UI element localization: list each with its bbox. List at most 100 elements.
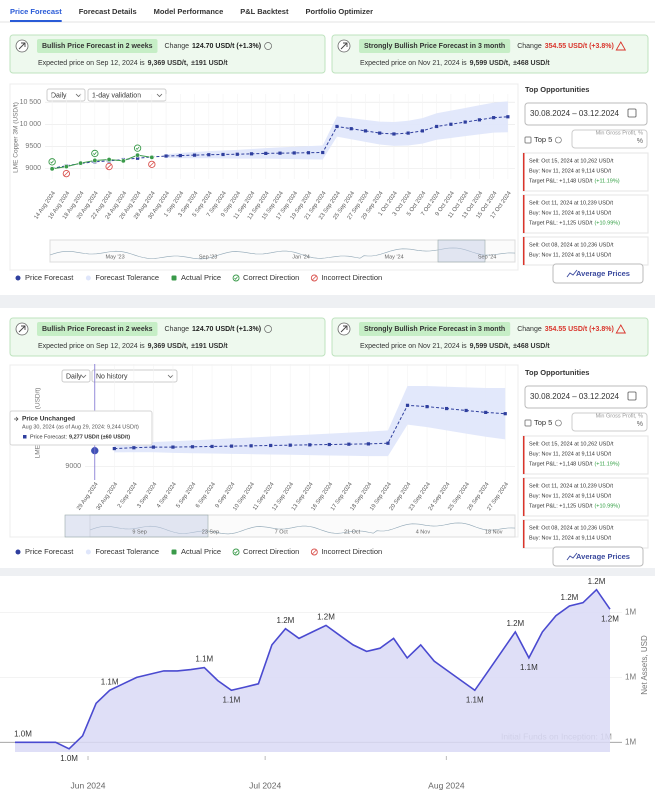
legend-label: Price Forecast <box>25 273 74 282</box>
chart-frame <box>9 83 519 271</box>
x-tick-label: Jun 2024 <box>71 780 106 790</box>
tab[interactable]: Price Forecast <box>10 7 62 16</box>
min-profit-input[interactable] <box>571 412 648 432</box>
actual-point <box>78 160 84 166</box>
expected-price: 9,599 USD/t, <box>470 343 511 350</box>
opportunity-card[interactable] <box>522 194 649 234</box>
data-label: 1.2M <box>561 593 579 602</box>
select-label: No history <box>96 373 128 380</box>
opportunity-accent <box>523 237 525 265</box>
info-icon <box>555 136 562 144</box>
opportunity-card[interactable] <box>522 236 649 266</box>
target-pct: (+11.19%) <box>594 178 619 184</box>
actual-point <box>63 164 69 170</box>
forecast-point <box>235 152 239 156</box>
button-icon <box>566 552 578 561</box>
actual-point <box>106 157 112 163</box>
opportunity-accent <box>523 195 525 233</box>
change-value: 354.55 USD/t (+3.8%) <box>545 326 614 333</box>
y-tick-label: 9000 <box>25 165 41 172</box>
legend-label: Correct Direction <box>243 547 299 556</box>
forecast-point <box>308 443 312 447</box>
forecast-point <box>178 153 182 158</box>
change-label: Change <box>517 43 542 50</box>
legend-label: Incorrect Direction <box>321 273 382 282</box>
opportunity-card[interactable] <box>522 152 649 192</box>
y-tick-label: 1M <box>625 737 636 746</box>
data-label: 1.0M <box>14 729 32 738</box>
data-label: 1.1M <box>520 663 538 672</box>
trend-arrow <box>18 325 26 333</box>
forecast-point <box>249 152 254 156</box>
min-profit-label: Min Gross Profit, % <box>596 413 643 419</box>
forecast-point <box>321 150 325 155</box>
actual-point <box>92 157 98 163</box>
forecast-point <box>484 410 488 414</box>
forecast-point <box>386 441 390 445</box>
data-label: 1.1M <box>101 677 119 686</box>
legend-swatch <box>171 275 177 281</box>
forecast-point <box>190 445 195 449</box>
average-prices-button[interactable] <box>552 263 644 284</box>
average-prices-button[interactable] <box>552 546 644 567</box>
buy-line: Buy: Nov 11, 2024 at 9,114 USD/t <box>529 168 612 174</box>
min-profit-input[interactable] <box>571 129 648 149</box>
y-tick-label: 10 500 <box>20 99 42 106</box>
forecast-point <box>269 443 273 448</box>
forecast-point <box>210 444 214 449</box>
select-label: Daily <box>66 373 82 380</box>
navigator-window[interactable] <box>64 514 209 538</box>
opportunity-card[interactable] <box>522 519 649 549</box>
checkbox[interactable] <box>524 136 532 144</box>
date-range-input[interactable] <box>524 102 648 126</box>
expected-text: Expected price on Nov 21, 2024 is <box>360 60 467 67</box>
forecast-title: Bullish Price Forecast in 2 weeks <box>42 43 153 50</box>
data-label: 1.2M <box>601 614 619 623</box>
date-range: 30.08.2024 – 03.12.2024 <box>530 392 620 401</box>
data-label: 1.0M <box>60 754 78 763</box>
expected-tolerance: ±468 USD/t <box>513 343 550 350</box>
date-range: 30.08.2024 – 03.12.2024 <box>530 109 620 118</box>
forecast-point <box>292 151 296 155</box>
min-profit-label: Min Gross Profit, % <box>596 130 643 136</box>
data-label: 1.2M <box>588 577 606 586</box>
select[interactable] <box>91 369 178 383</box>
opportunity-card[interactable] <box>522 477 649 517</box>
opportunity-accent <box>523 153 525 191</box>
trend-arrow <box>18 42 26 50</box>
tab[interactable]: Portfolio Optimizer <box>305 7 373 16</box>
forecast-point <box>477 118 481 122</box>
tab[interactable]: Model Performance <box>154 7 224 16</box>
forecast-point <box>463 120 467 124</box>
legend-label: Price Forecast <box>25 547 74 556</box>
tooltip <box>9 410 153 446</box>
tab[interactable]: Forecast Details <box>79 7 137 16</box>
forecast-point <box>264 151 268 155</box>
opportunities-title: Top Opportunities <box>525 368 589 377</box>
y-axis-label: LME Copper 3M (USD/t) <box>13 102 20 173</box>
tolerance-band <box>166 101 508 160</box>
forecast-point <box>435 124 439 129</box>
forecast-point <box>164 154 168 158</box>
select[interactable] <box>46 88 86 102</box>
forecast-point <box>366 442 371 446</box>
date-range-input[interactable] <box>524 385 648 409</box>
tooltip-title: Price Unchanged <box>22 416 75 423</box>
checkbox[interactable] <box>524 419 532 427</box>
navigator-line <box>49 247 516 260</box>
target-line: Target P&L: +1,148 USD/t <box>529 461 593 467</box>
forecast-point <box>327 442 331 447</box>
change-label: Change <box>517 326 542 333</box>
select[interactable] <box>61 369 91 383</box>
legend-swatch <box>85 275 91 281</box>
navigator-window[interactable] <box>437 239 486 263</box>
tab[interactable]: P&L Backtest <box>240 7 289 16</box>
expected-price: 9,599 USD/t, <box>470 60 511 67</box>
min-profit-unit: % <box>637 421 643 428</box>
y-tick-label: 9000 <box>65 463 81 470</box>
forecast-point <box>335 124 339 129</box>
forecast-point <box>405 403 410 407</box>
buy-line: Buy: Nov 11, 2024 at 9,114 USD/t <box>529 451 612 457</box>
trend-arrow <box>340 42 348 50</box>
data-label: 1.1M <box>195 655 213 664</box>
